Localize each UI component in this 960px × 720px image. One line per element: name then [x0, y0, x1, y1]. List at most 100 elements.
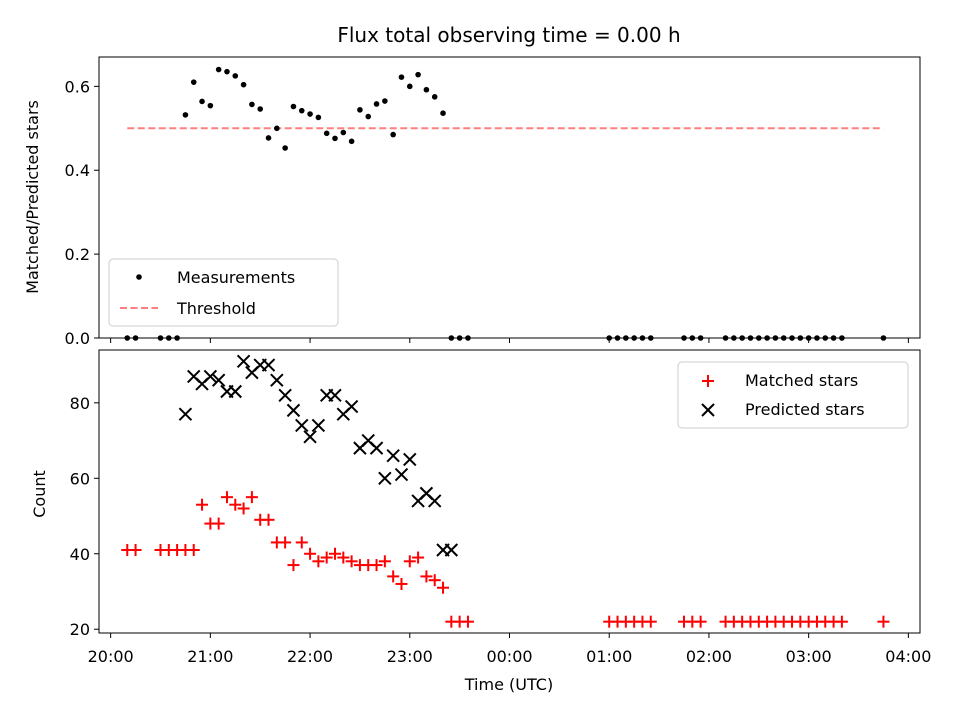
matched-star-point [387, 570, 400, 583]
predicted-star-point [378, 471, 392, 486]
predicted-star-point [270, 373, 284, 387]
legend-label-threshold: Threshold [176, 299, 256, 318]
measurement-point [274, 125, 280, 132]
measurement-point [340, 129, 347, 136]
x-tick-label: 02:00 [686, 647, 732, 666]
measurement-point [332, 135, 338, 142]
measurement-point [406, 83, 413, 90]
matched-star-point [212, 517, 225, 530]
bottom-y-tick-label: 80 [70, 394, 90, 413]
predicted-star-point [236, 354, 251, 369]
measurement-point [382, 98, 388, 104]
predicted-star-point [444, 543, 459, 557]
measurement-point [415, 71, 421, 78]
top-legend: Measurements Threshold [108, 258, 339, 327]
matched-star-point [245, 491, 258, 504]
matched-star-point [395, 577, 408, 590]
measurement-point [348, 138, 355, 145]
matched-star-point [129, 543, 142, 556]
top-y-tick-label: 0.6 [65, 77, 90, 96]
bottom-plot-area [121, 354, 890, 628]
predicted-star-point [369, 441, 384, 455]
x-tick-label: 23:00 [387, 647, 433, 666]
measurement-point [307, 111, 313, 117]
matched-star-point [345, 555, 358, 568]
chart-title: Flux total observing time = 0.00 h [337, 23, 680, 47]
measurement-point [423, 86, 430, 93]
predicted-star-point [428, 494, 442, 508]
top-y-axis-label: Matched/Predicted stars [23, 100, 42, 294]
predicted-star-point [403, 452, 417, 467]
predicted-star-point [203, 369, 218, 384]
measurement-point [365, 113, 372, 120]
matched-star-point [262, 513, 275, 526]
bottom-panel: 20 40 60 80 20:00 21:00 22:00 23:00 00:00 01:00 0… [30, 349, 931, 694]
predicted-star-point [295, 418, 309, 433]
measurement-point [398, 74, 405, 80]
predicted-star-point [278, 388, 292, 402]
measurement-point [315, 114, 322, 121]
legend-marker-predicted-stars [701, 403, 715, 417]
predicted-star-point [344, 399, 359, 414]
matched-star-point [187, 543, 200, 556]
predicted-star-point [228, 384, 242, 399]
measurement-point [282, 145, 288, 151]
matched-star-point [877, 615, 890, 628]
measurement-point [265, 135, 272, 141]
measurement-point [207, 102, 214, 109]
matched-star-point [220, 491, 233, 504]
matched-star-point [403, 555, 416, 568]
measurement-point [215, 66, 222, 73]
predicted-star-point [286, 403, 301, 418]
predicted-star-point [328, 388, 342, 402]
matched-star-point [196, 498, 209, 511]
measurement-point [232, 73, 239, 79]
bottom-x-axis: 20:00 21:00 22:00 23:00 00:00 01:00 02:00 03:00… [88, 633, 931, 666]
predicted-star-point [311, 418, 326, 433]
matched-star-point [312, 555, 325, 568]
measurement-point [257, 106, 264, 112]
measurement-point [373, 101, 380, 107]
top-x-axis-ticks [110, 338, 909, 343]
x-tick-label: 22:00 [287, 647, 333, 666]
measurement-point [390, 131, 396, 138]
matched-star-point [378, 555, 391, 568]
matched-star-point [437, 581, 450, 594]
matched-star-point [279, 536, 292, 549]
top-y-tick-label: 0.4 [65, 161, 90, 180]
predicted-star-point [261, 358, 276, 372]
legend-label-predicted-stars: Predicted stars [745, 400, 865, 419]
predicted-star-point [211, 373, 226, 387]
bottom-legend-box [677, 361, 909, 429]
matched-star-point [644, 615, 657, 628]
x-tick-label: 01:00 [586, 647, 632, 666]
bottom-y-axis-label: Count [30, 470, 49, 518]
matched-star-point [694, 615, 707, 628]
measurement-point [290, 103, 297, 110]
legend-marker-measurements [136, 274, 142, 280]
top-panel: 0.0 0.2 0.4 0.6 Matched/Predicted stars [23, 56, 921, 348]
matched-star-point [428, 574, 441, 587]
top-legend-box [108, 258, 339, 327]
predicted-star-point [394, 467, 409, 482]
measurement-point [298, 107, 305, 114]
legend-label-matched-stars: Matched stars [745, 371, 858, 390]
legend-marker-matched-stars [702, 375, 714, 387]
bottom-legend: Matched stars Predicted stars [677, 361, 909, 429]
measurement-point [240, 81, 247, 88]
measurement-point [190, 79, 197, 85]
legend-label-measurements: Measurements [177, 268, 295, 287]
matched-star-point [412, 551, 425, 564]
matched-star-point [420, 570, 433, 583]
measurement-point [440, 110, 446, 116]
x-tick-label: 21:00 [187, 647, 233, 666]
predicted-star-point [178, 407, 193, 421]
measurement-point [249, 101, 255, 108]
x-tick-label: 03:00 [786, 647, 832, 666]
matched-star-point [835, 615, 848, 628]
measurement-point [182, 112, 189, 118]
matched-star-point [287, 559, 300, 572]
measurement-point [323, 130, 330, 137]
matched-star-point [328, 547, 341, 560]
